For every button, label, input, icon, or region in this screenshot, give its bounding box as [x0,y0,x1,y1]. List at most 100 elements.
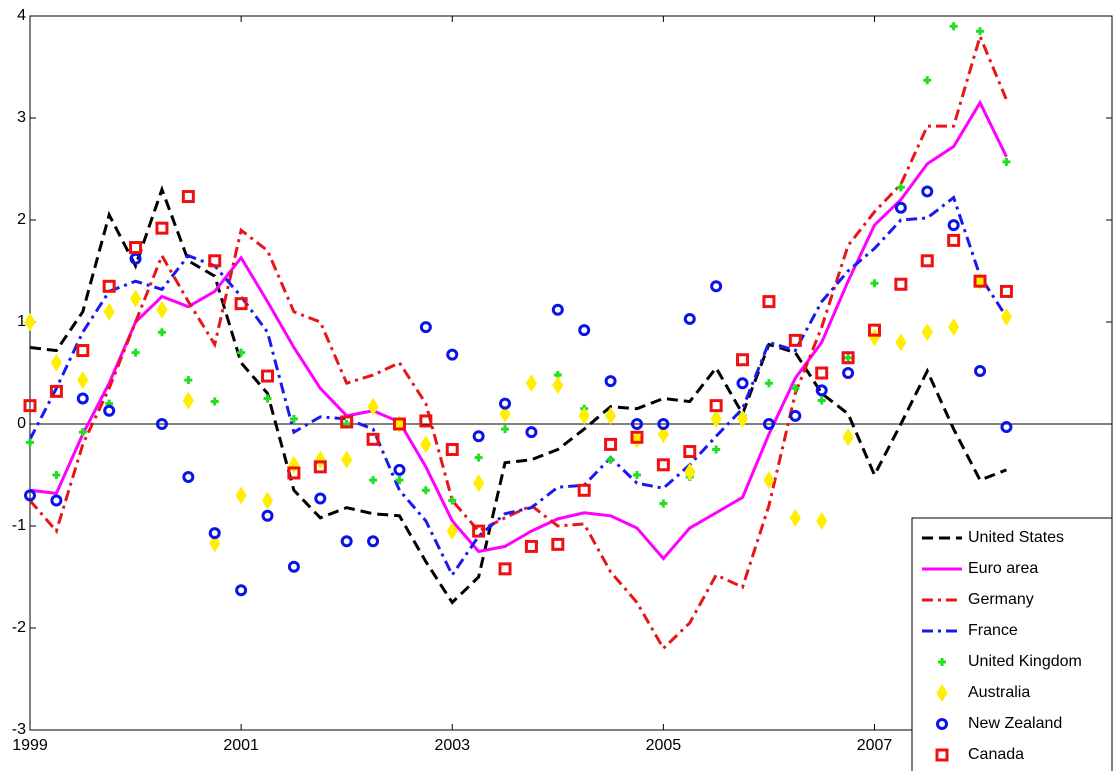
marker-circle [182,471,195,484]
marker-circle [499,397,512,410]
marker-diamond [604,406,617,425]
marker-circle [472,430,485,443]
marker-diamond [578,406,590,425]
marker-square [867,323,881,337]
marker-square [392,417,406,431]
marker-square [947,233,961,247]
marker-diamond [446,522,458,541]
marker-plus [764,379,773,388]
marker-diamond [77,371,89,390]
marker-circle [683,312,696,325]
marker-diamond [261,491,274,510]
marker-diamond [948,318,960,337]
marker-circle [103,404,116,417]
marker-diamond [341,450,353,469]
marker-diamond [1000,307,1013,326]
marker-diamond [552,376,564,395]
marker-circle [340,535,353,548]
marker-circle [947,219,960,232]
marker-square [999,284,1013,298]
marker-diamond [525,374,538,393]
marker-plus [632,471,641,479]
marker-plus [263,394,272,403]
marker-square [709,399,723,413]
marker-plus [606,455,615,464]
marker-plus [237,348,246,357]
marker-plus [1002,157,1011,166]
marker-square [815,366,829,380]
marker-diamond [895,333,907,352]
marker-plus [949,22,958,31]
marker-plus [448,496,457,505]
legend-marker [935,748,949,762]
legend-label: France [968,622,1018,639]
legend-label: Germany [968,591,1034,608]
marker-plus [157,328,166,337]
marker-plus [369,476,378,485]
marker-plus [131,348,140,357]
x-tick-label: 2001 [223,737,259,754]
marker-plus [844,353,853,362]
marker-circle [657,418,670,430]
marker-circle [393,463,406,476]
marker-plus [870,279,879,288]
marker-plus [289,414,298,423]
marker-square [683,445,697,459]
marker-diamond [367,397,379,416]
x-tick-label: 1999 [12,737,48,754]
marker-plus [421,486,430,495]
marker-square [788,333,802,347]
marker-diamond [684,462,696,481]
marker-diamond [736,409,749,428]
marker-plus [52,471,61,479]
marker-circle [736,377,749,390]
y-tick-label: -1 [12,517,26,534]
y-tick-label: -2 [12,619,26,636]
marker-square [524,539,538,553]
marker-diamond [842,428,854,447]
marker-diamond [50,353,62,372]
marker-circle [762,418,775,430]
marker-diamond [789,508,801,527]
marker-circle [314,492,327,505]
legend-label: Australia [968,684,1030,701]
marker-plus [184,376,193,385]
marker-square [102,279,116,293]
x-tick-label: 2005 [646,737,682,754]
marker-plus [501,425,510,434]
marker-circle [367,535,380,548]
legend-marker [936,718,948,730]
marker-square [577,483,591,497]
marker-diamond [103,302,115,321]
marker-circle [578,324,591,337]
marker-plus [26,438,34,447]
legend-label: United Kingdom [968,653,1082,670]
marker-square [23,399,37,413]
marker-square [920,254,934,268]
y-tick-label: -3 [12,721,26,738]
y-tick-label: 3 [17,109,26,126]
legend: United States Euro area Germany France Unite… [911,517,1113,771]
marker-circle [842,367,855,379]
marker-square [419,414,433,428]
marker-diamond [182,391,194,410]
legend-label: Canada [968,746,1024,763]
marker-diamond [420,435,432,454]
legend-box [911,517,1113,771]
marker-square [49,384,63,398]
marker-circle [551,303,564,316]
marker-square [313,460,327,474]
marker-plus [896,183,905,192]
marker-circle [261,509,274,522]
series-line [28,195,1008,578]
y-tick-label: 2 [17,211,26,228]
marker-square [630,430,644,444]
marker-diamond [657,425,669,444]
marker-diamond [156,300,168,319]
marker-square [129,241,143,255]
marker-circle [921,185,934,198]
series-line [28,31,1008,651]
marker-circle [789,409,802,422]
marker-square [181,190,195,204]
